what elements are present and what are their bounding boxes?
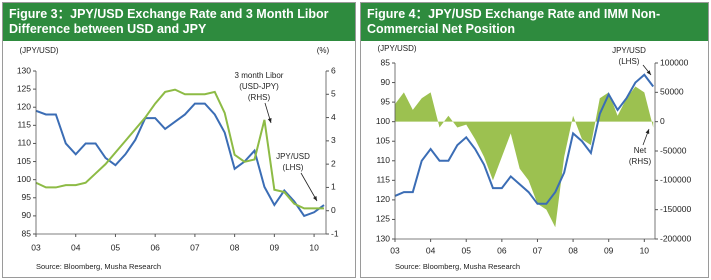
x-tick-label: 04 <box>426 245 436 255</box>
y-tick-label: 115 <box>376 175 390 185</box>
y-tick-label: 90 <box>381 77 391 87</box>
panel: Figure 4：JPY/USD Exchange Rate and IMM N… <box>360 2 709 278</box>
y-tick-label: 110 <box>376 155 390 165</box>
chart-title: Figure 3：JPY/USD Exchange Rate and 3 Mon… <box>3 3 355 41</box>
y-tick-label: 100 <box>17 174 31 184</box>
annotation: (USD-JPY) <box>239 82 279 91</box>
y-tick-label: 125 <box>376 214 390 224</box>
x-tick-label: 10 <box>309 242 319 252</box>
y2-tick-label: -50000 <box>660 145 687 155</box>
y-tick-label: 130 <box>376 233 390 243</box>
annotation-arrow <box>300 172 318 202</box>
y2-tick-label: 6 <box>331 65 336 75</box>
arrow-head <box>646 70 651 75</box>
y-axis-label: (JPY/USD) <box>377 44 416 53</box>
y2-tick-label: 5 <box>331 89 336 99</box>
x-tick-label: 08 <box>230 242 240 252</box>
arrow-head <box>645 129 650 134</box>
y2-tick-label: 4 <box>331 112 336 122</box>
annotation: (LHS) <box>619 57 640 66</box>
source: Source: Bloomberg, Musha Research <box>36 262 161 271</box>
y-tick-label: 110 <box>17 138 31 148</box>
annotation: (RHS) <box>248 93 271 102</box>
area <box>395 86 654 228</box>
y2-tick-label: 100000 <box>660 57 689 67</box>
x-tick-label: 09 <box>604 245 614 255</box>
y2-tick-label: 0 <box>331 205 336 215</box>
y-tick-label: 95 <box>22 192 32 202</box>
y-tick-label: 90 <box>22 210 32 220</box>
y2-tick-label: 2 <box>331 158 336 168</box>
chart: 85 90 95 100 105 110 115 120 125 130 -1 0 1 2 3 4 5 6 03 04… <box>17 46 339 271</box>
y-tick-label: 105 <box>376 135 390 145</box>
x-tick-label: 04 <box>71 242 81 252</box>
x-tick-label: 05 <box>461 245 471 255</box>
x-tick-label: 03 <box>390 245 400 255</box>
y2-tick-label: -1 <box>331 228 339 238</box>
y-tick-label: 120 <box>17 101 31 111</box>
annotation: Net <box>634 146 647 155</box>
x-tick-label: 06 <box>497 245 507 255</box>
y-axis-label: (JPY/USD) <box>19 46 58 55</box>
y-tick-label: 85 <box>381 57 391 67</box>
arrow-head <box>313 196 317 201</box>
annotation: JPY/USD <box>612 46 646 55</box>
line <box>35 102 325 218</box>
x-tick-label: 09 <box>270 242 280 252</box>
x-tick-label: 07 <box>190 242 200 252</box>
line <box>394 73 655 205</box>
y2-tick-label: -100000 <box>660 175 691 185</box>
y2-axis-label: (%) <box>317 46 330 55</box>
panel: Figure 3：JPY/USD Exchange Rate and 3 Mon… <box>2 2 356 278</box>
annotation: (LHS) <box>283 163 304 172</box>
chart: 85 90 95 100 105 110 115 120 125 130 100000 50000 0 -… <box>376 44 692 271</box>
x-tick-label: 08 <box>568 245 578 255</box>
y-tick-label: 115 <box>17 120 31 130</box>
annotation: JPY/USD <box>276 152 310 161</box>
y-tick-label: 105 <box>17 156 31 166</box>
y-tick-label: 120 <box>376 194 390 204</box>
y2-tick-label: 0 <box>660 116 665 126</box>
y-tick-label: 125 <box>17 83 31 93</box>
y-tick-label: 95 <box>381 96 391 106</box>
y2-tick-label: 3 <box>331 135 336 145</box>
x-tick-label: 10 <box>640 245 650 255</box>
y2-tick-label: -200000 <box>660 233 691 243</box>
annotation: 3 month Libor <box>235 71 284 80</box>
chart-title: Figure 4：JPY/USD Exchange Rate and IMM N… <box>361 3 708 41</box>
source: Source: Bloomberg, Musha Research <box>395 262 520 271</box>
y2-tick-label: 1 <box>331 182 336 192</box>
x-tick-label: 03 <box>31 242 41 252</box>
arrow-head <box>267 118 272 123</box>
annotation: (RHS) <box>629 157 652 166</box>
y-tick-label: 85 <box>22 228 32 238</box>
y2-tick-label: -150000 <box>660 204 691 214</box>
x-tick-label: 06 <box>150 242 160 252</box>
y-tick-label: 130 <box>17 65 31 75</box>
x-tick-label: 05 <box>111 242 121 252</box>
y-tick-label: 100 <box>376 116 390 126</box>
y2-tick-label: 50000 <box>660 87 684 97</box>
x-tick-label: 07 <box>533 245 543 255</box>
line <box>35 88 325 210</box>
